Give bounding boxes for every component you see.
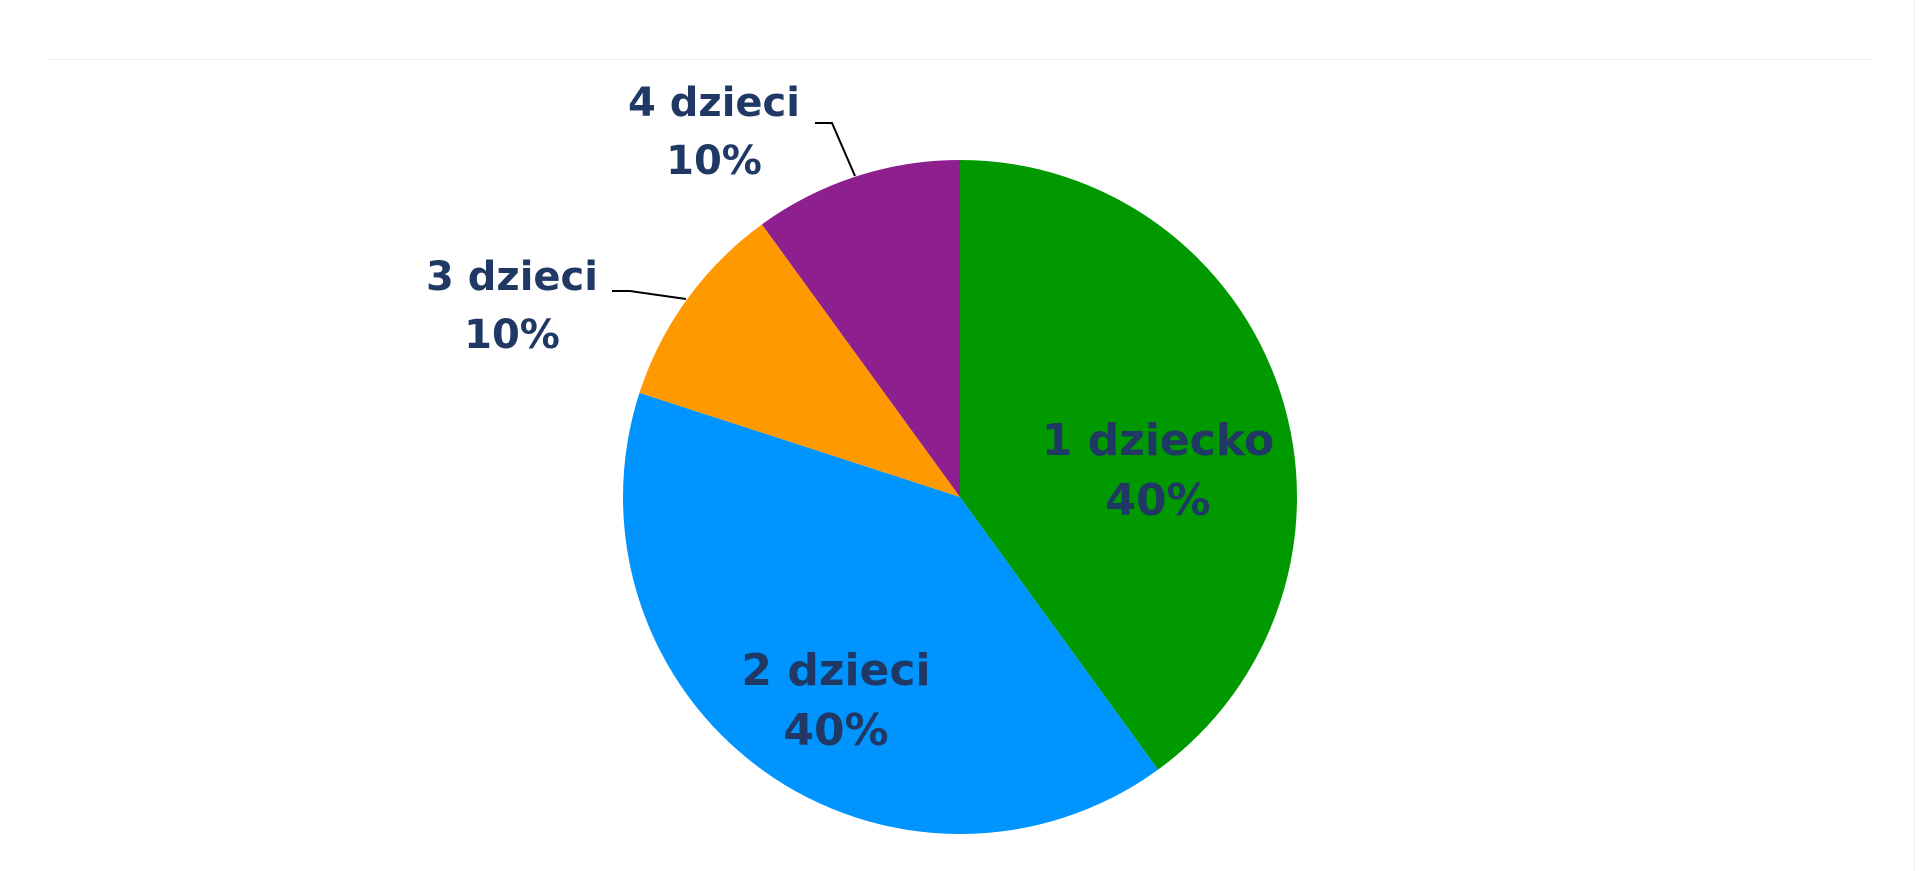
- slice-percent-1: 40%: [1105, 475, 1210, 526]
- slice-label-4: 4 dzieci: [628, 80, 800, 126]
- right-divider: [1914, 0, 1915, 871]
- leader-line-4: [815, 122, 856, 177]
- slice-label-3: 3 dzieci: [426, 254, 598, 300]
- top-divider: [48, 59, 1872, 60]
- slice-label-2: 2 dzieci: [741, 645, 930, 696]
- slice-percent-2: 40%: [783, 705, 888, 756]
- pie-slice-1: [960, 160, 1297, 770]
- slice-label-1: 1 dziecko: [1042, 415, 1274, 466]
- pie-slice-3: [639, 224, 960, 497]
- pie-slice-2: [623, 392, 1159, 834]
- pie-slice-4: [761, 160, 960, 497]
- slice-percent-3: 10%: [464, 312, 560, 358]
- leader-line-3: [612, 290, 687, 300]
- slice-percent-4: 10%: [666, 138, 762, 184]
